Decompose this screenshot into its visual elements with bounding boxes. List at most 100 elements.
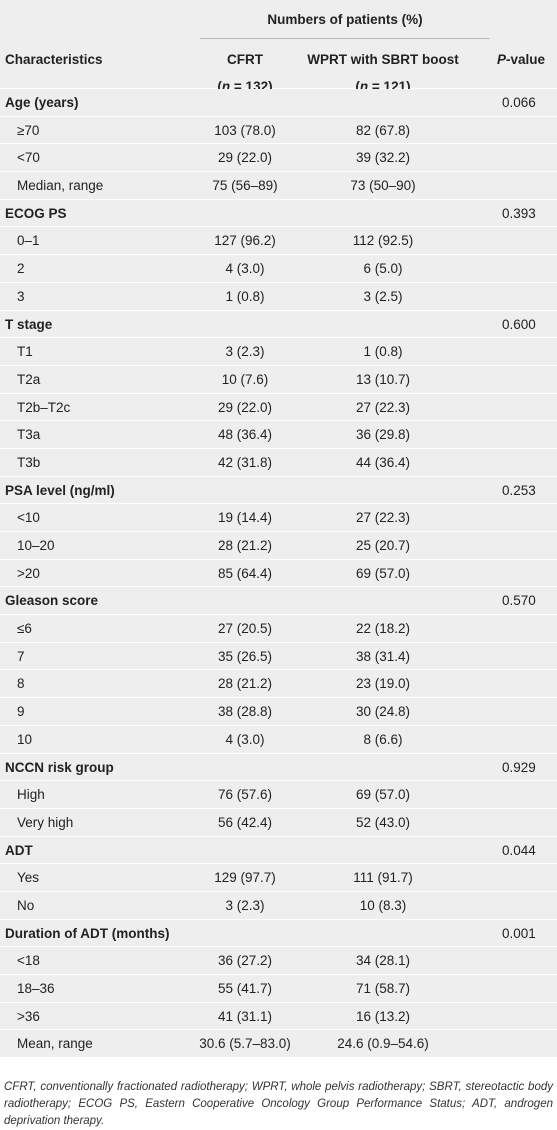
cell: 13 (10.7): [355, 371, 411, 387]
cell: 2: [17, 261, 25, 277]
cell: 75 (56–89): [212, 178, 278, 194]
cell: 27 (22.3): [355, 399, 411, 415]
cell: 36 (27.2): [217, 953, 273, 969]
data-row: T3b 42 (31.8) 44 (36.4): [0, 448, 557, 477]
cell: Very high: [17, 814, 74, 830]
data-row: 10 4 (3.0) 8 (6.6): [0, 725, 557, 754]
cell: T stage: [5, 316, 53, 332]
group-label: Numbers of patients (%): [267, 12, 423, 27]
cell: 0.600: [502, 316, 536, 332]
section-row: ECOG PS 0.393: [0, 199, 557, 228]
col-header: CFRT: [227, 52, 263, 67]
cell: 27 (20.5): [217, 621, 273, 637]
data-row: 3 1 (0.8) 3 (2.5): [0, 282, 557, 311]
data-row: <10 19 (14.4) 27 (22.3): [0, 504, 557, 532]
cell: High: [17, 787, 45, 803]
cell: Duration of ADT (months): [5, 925, 170, 941]
cell: 36 (29.8): [355, 427, 411, 443]
cell: 18–36: [17, 981, 55, 996]
cell: 38 (28.8): [217, 704, 273, 720]
cell: 29 (22.0): [217, 399, 273, 415]
cell: T2a: [17, 371, 41, 387]
section-row: Duration of ADT (months) 0.001: [0, 919, 557, 948]
data-row: <18 36 (27.2) 34 (28.1): [0, 947, 557, 975]
cell: 16 (13.2): [355, 1008, 411, 1024]
cell: 103 (78.0): [214, 122, 276, 138]
cell: 6 (5.0): [363, 261, 403, 277]
cell: 30 (24.8): [355, 704, 411, 720]
cell: ECOG PS: [5, 205, 67, 221]
cell: 42 (31.8): [217, 454, 273, 470]
cell: 0.393: [502, 205, 536, 221]
cell: 41 (31.1): [217, 1008, 273, 1024]
cell: 39 (32.2): [355, 150, 411, 166]
cell: 8 (6.6): [363, 731, 403, 747]
cell: No: [17, 897, 35, 913]
data-row: Mean, range 30.6 (5.7–83.0) 24.6 (0.9–54.6…: [0, 1030, 557, 1059]
cell: Yes: [17, 870, 40, 886]
cell: 129 (97.7): [214, 870, 276, 886]
cell: 0.066: [502, 95, 536, 110]
data-row: >36 41 (31.1) 16 (13.2): [0, 1002, 557, 1031]
cell: 10 (7.6): [221, 371, 269, 387]
cell: 73 (50–90): [350, 178, 416, 194]
cell: 10 (8.3): [359, 897, 407, 913]
data-row: Very high 56 (42.4) 52 (43.0): [0, 808, 557, 837]
col-header: WPRT with SBRT boost: [307, 52, 459, 67]
data-row: T3a 48 (36.4) 36 (29.8): [0, 421, 557, 449]
cell: 8: [17, 676, 25, 692]
cell: T2b–T2c: [17, 399, 71, 415]
cell: 3 (2.5): [363, 288, 403, 304]
cell: <18: [17, 953, 40, 969]
cell: T1: [17, 344, 33, 360]
data-row: 10–20 28 (21.2) 25 (20.7): [0, 532, 557, 560]
footnote: CFRT, conventionally fractionated radiot…: [4, 1081, 553, 1127]
cell: Median, range: [17, 178, 104, 194]
cell: 0.570: [502, 593, 536, 609]
data-row: 2 4 (3.0) 6 (5.0): [0, 255, 557, 283]
table-header: Numbers of patients (%) Characteristics …: [0, 0, 557, 94]
col-header: P-value: [496, 52, 546, 67]
cell: 3 (2.3): [225, 344, 265, 360]
cell: Mean, range: [17, 1036, 93, 1052]
data-row: ≤6 27 (20.5) 22 (18.2): [0, 615, 557, 643]
cell: 25 (20.7): [355, 538, 411, 553]
data-row: 9 38 (28.8) 30 (24.8): [0, 698, 557, 726]
cell: 0–1: [17, 233, 40, 249]
cell: 76 (57.6): [217, 787, 273, 803]
cell: 10–20: [17, 538, 55, 553]
cell: 0.001: [502, 925, 536, 941]
data-row: 0–1 127 (96.2) 112 (92.5): [0, 227, 557, 256]
cell: 0.044: [502, 842, 536, 858]
cell: 44 (36.4): [355, 454, 411, 470]
cell: 1 (0.8): [225, 288, 265, 304]
data-row: T2a 10 (7.6) 13 (10.7): [0, 365, 557, 394]
col-header: Characteristics: [5, 52, 103, 67]
section-row: ADT 0.044: [0, 836, 557, 865]
cell: <10: [17, 510, 40, 526]
cell: Age (years): [5, 95, 79, 110]
cell: 4 (3.0): [225, 261, 265, 277]
cell: 82 (67.8): [355, 122, 411, 138]
cell: 29 (22.0): [217, 150, 273, 166]
table-body: Age (years) 0.066 ≥70 103 (78.0) 82 (67.8) <7…: [0, 89, 557, 1059]
cell: 69 (57.0): [355, 787, 411, 803]
cell: 0.253: [502, 482, 536, 498]
cell: 71 (58.7): [355, 981, 411, 996]
cell: 55 (41.7): [217, 981, 273, 996]
section-row: NCCN risk group 0.929: [0, 753, 557, 782]
cell: 1 (0.8): [363, 344, 403, 360]
data-row: T2b–T2c 29 (22.0) 27 (22.3): [0, 393, 557, 422]
cell: 38 (31.4): [355, 648, 411, 664]
section-row: Age (years) 0.066: [0, 89, 557, 117]
data-row: Median, range 75 (56–89) 73 (50–90): [0, 172, 557, 200]
cell: Gleason score: [5, 593, 99, 609]
data-row: 7 35 (26.5) 38 (31.4): [0, 642, 557, 671]
cell: 111 (91.7): [353, 870, 413, 886]
cell: 69 (57.0): [355, 565, 411, 581]
data-row: High 76 (57.6) 69 (57.0): [0, 781, 557, 809]
cell: <70: [17, 150, 40, 166]
data-row: Yes 129 (97.7) 111 (91.7): [0, 864, 557, 892]
cell: 85 (64.4): [217, 565, 273, 581]
